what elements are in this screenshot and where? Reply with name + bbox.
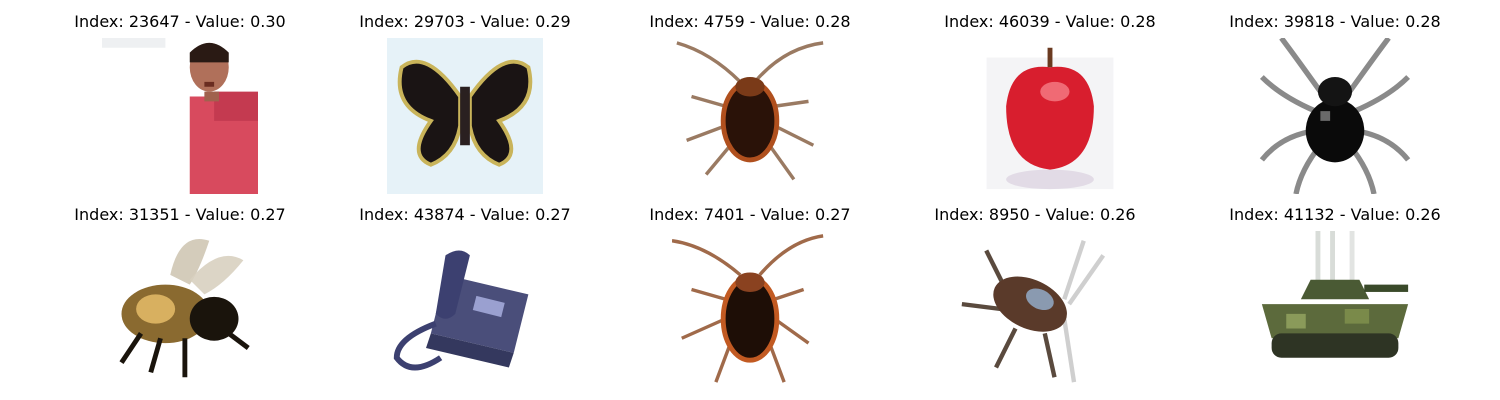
image-title: Index: 46039 - Value: 0.28 — [944, 12, 1156, 31]
telephone-image — [387, 231, 543, 387]
image-title: Index: 29703 - Value: 0.29 — [359, 12, 571, 31]
image-title: Index: 23647 - Value: 0.30 — [74, 12, 286, 31]
image-title: Index: 4759 - Value: 0.28 — [649, 12, 851, 31]
image-title: Index: 39818 - Value: 0.28 — [1229, 12, 1441, 31]
apple-image — [972, 38, 1128, 194]
grid-cell: Index: 39818 - Value: 0.28 — [1185, 0, 1485, 194]
spider-image — [1257, 38, 1413, 194]
image-title: Index: 41132 - Value: 0.26 — [1229, 205, 1441, 224]
butterfly-image — [387, 38, 543, 194]
grid-cell: Index: 4759 - Value: 0.28 — [600, 0, 900, 194]
grid-cell: Index: 46039 - Value: 0.28 — [900, 0, 1200, 194]
grid-cell: Index: 29703 - Value: 0.29 — [315, 0, 615, 194]
grid-cell: Index: 8950 - Value: 0.26 — [885, 193, 1185, 387]
grid-cell: Index: 7401 - Value: 0.27 — [600, 193, 900, 387]
bee-image — [102, 231, 258, 387]
grid-cell: Index: 23647 - Value: 0.30 — [30, 0, 330, 194]
image-title: Index: 8950 - Value: 0.26 — [934, 205, 1136, 224]
beetle-image — [957, 231, 1113, 387]
image-title: Index: 31351 - Value: 0.27 — [74, 205, 286, 224]
cockroach-image — [672, 231, 828, 387]
cockroach-image — [672, 38, 828, 194]
grid-cell: Index: 41132 - Value: 0.26 — [1185, 193, 1485, 387]
grid-cell: Index: 43874 - Value: 0.27 — [315, 193, 615, 387]
tank-image — [1257, 231, 1413, 387]
image-title: Index: 43874 - Value: 0.27 — [359, 205, 571, 224]
person-image — [102, 38, 258, 194]
grid-cell: Index: 31351 - Value: 0.27 — [30, 193, 330, 387]
image-title: Index: 7401 - Value: 0.27 — [649, 205, 851, 224]
